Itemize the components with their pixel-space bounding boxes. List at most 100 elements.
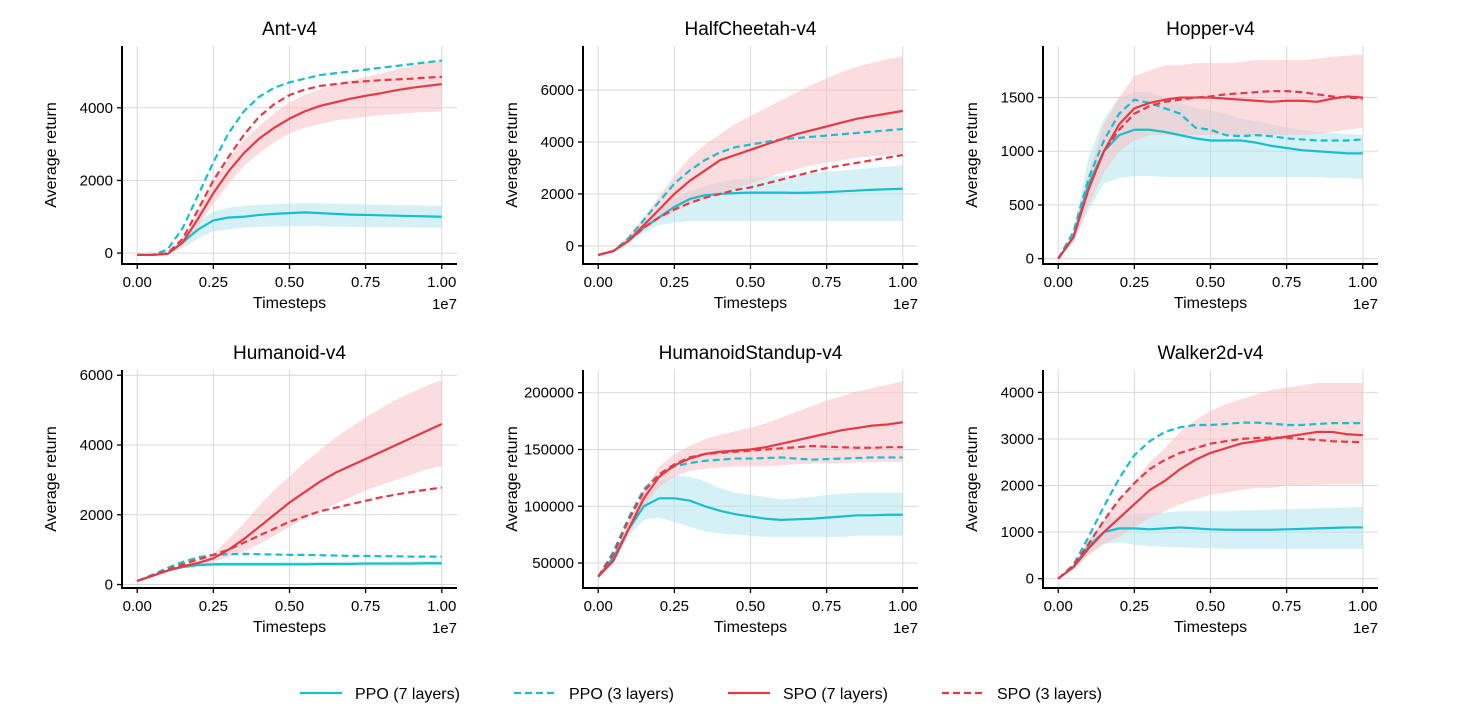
chart-panel: 0.00 0.25 0.50 0.75 1.00 0 2000 4000 6000 Humanoi… (43, 343, 457, 637)
y-tick-label: 2000 (1001, 478, 1034, 495)
y-tick-label: 6000 (541, 82, 574, 99)
x-tick-label: 0.50 (1196, 598, 1225, 615)
series-line-ppo-3-layers (1057, 421, 1363, 580)
y-tick-label: 500 (1009, 197, 1034, 214)
x-tick-label: 0.75 (1272, 598, 1301, 615)
series-line-ppo-3-layers (597, 127, 903, 256)
x-tick-label: 0.00 (123, 274, 152, 291)
y-tick-label: 100000 (524, 498, 574, 515)
chart-title: HalfCheetah-v4 (684, 19, 816, 40)
y-axis-label: Average return (43, 426, 60, 532)
x-axis-multiplier: 1e7 (432, 296, 457, 313)
band-ppo-7-layers (598, 165, 903, 255)
y-tick-label: 6000 (80, 367, 113, 384)
y-axis-label: Average return (504, 102, 521, 208)
band-ppo-7-layers (137, 560, 442, 582)
chart-title: Walker2d-v4 (1158, 343, 1264, 364)
x-axis-multiplier: 1e7 (432, 620, 457, 637)
chart-title: Humanoid-v4 (233, 343, 346, 364)
chart-panel: 0.00 0.25 0.50 0.75 1.00 0 500 1000 1500 Hopper-v… (964, 19, 1378, 313)
x-tick-label: 0.25 (199, 598, 228, 615)
legend-label: PPO (3 layers) (569, 686, 674, 703)
x-tick-label: 0.25 (1120, 274, 1149, 291)
band-spo-7-layers (1058, 54, 1363, 259)
y-axis-label: Average return (964, 426, 981, 532)
x-axis-label: Timesteps (714, 295, 787, 312)
y-tick-label: 4000 (1001, 384, 1034, 401)
x-tick-label: 0.25 (1120, 598, 1149, 615)
y-tick-label: 2000 (541, 186, 574, 203)
x-tick-label: 0.75 (351, 274, 380, 291)
x-axis-label: Timesteps (1174, 619, 1247, 636)
x-axis-multiplier: 1e7 (893, 296, 918, 313)
x-tick-label: 0.75 (1272, 274, 1301, 291)
y-tick-label: 0 (105, 577, 113, 594)
x-tick-label: 0.00 (584, 274, 613, 291)
y-tick-label: 4000 (80, 100, 113, 117)
legend-label: SPO (7 layers) (783, 686, 888, 703)
x-tick-label: 0.25 (660, 274, 689, 291)
x-tick-label: 0.50 (736, 274, 765, 291)
y-tick-label: 4000 (541, 134, 574, 151)
legend-label: PPO (7 layers) (355, 686, 460, 703)
y-tick-label: 2000 (80, 172, 113, 189)
series-lines (597, 109, 903, 256)
series-line-spo-3-layers (137, 75, 442, 257)
x-tick-label: 1.00 (888, 274, 917, 291)
band-spo-7-layers (137, 60, 442, 255)
x-tick-label: 1.00 (427, 274, 456, 291)
y-tick-label: 2000 (80, 507, 113, 524)
x-tick-label: 0.25 (199, 274, 228, 291)
x-axis-label: Timesteps (1174, 295, 1247, 312)
y-tick-label: 0 (1026, 571, 1034, 588)
y-axis-label: Average return (504, 426, 521, 532)
band-spo-7-layers (598, 381, 903, 578)
y-tick-label: 50000 (532, 555, 574, 572)
series-line-spo-3-layers (1057, 436, 1363, 580)
series-line-ppo-3-layers (1057, 98, 1363, 260)
x-axis-multiplier: 1e7 (1353, 296, 1378, 313)
x-tick-label: 0.75 (812, 598, 841, 615)
band-spo-7-layers (598, 56, 903, 255)
series-line-ppo-7-layers (136, 562, 442, 583)
x-tick-label: 0.00 (1044, 274, 1073, 291)
chart-title: HumanoidStandup-v4 (659, 343, 843, 364)
y-tick-label: 200000 (524, 385, 574, 402)
chart-title: Ant-v4 (262, 19, 317, 40)
x-tick-label: 0.75 (351, 598, 380, 615)
x-axis-label: Timesteps (714, 619, 787, 636)
y-tick-label: 3000 (1001, 431, 1034, 448)
series-line-spo-3-layers (597, 153, 903, 256)
legend: PPO (7 layers) PPO (3 layers) SPO (7 layer… (300, 686, 1102, 703)
chart-title: Hopper-v4 (1166, 19, 1255, 40)
x-tick-label: 0.50 (1196, 274, 1225, 291)
y-tick-label: 4000 (80, 437, 113, 454)
chart-panel: 0.00 0.25 0.50 0.75 1.00 0 2000 4000 6000 HalfChe… (504, 19, 918, 313)
legend-item: SPO (3 layers) (942, 686, 1102, 703)
y-tick-label: 0 (566, 238, 574, 255)
band-spo-7-layers (137, 380, 442, 582)
series-line-spo-3-layers (136, 486, 442, 583)
x-axis-multiplier: 1e7 (1353, 620, 1378, 637)
x-tick-label: 1.00 (427, 598, 456, 615)
x-tick-label: 1.00 (1348, 274, 1377, 291)
chart-panel: 0.00 0.25 0.50 0.75 1.00 50000 100000 150000 200… (504, 343, 918, 637)
chart-panel: 0.00 0.25 0.50 0.75 1.00 0 2000 4000 Ant-v4 Times… (43, 19, 457, 313)
legend-item: PPO (3 layers) (514, 686, 674, 703)
y-tick-label: 0 (105, 245, 113, 262)
x-axis-multiplier: 1e7 (893, 620, 918, 637)
y-tick-label: 1000 (1001, 524, 1034, 541)
series-line-spo-3-layers (1057, 89, 1363, 260)
band-spo-7-layers (1058, 383, 1363, 579)
series-line-ppo-7-layers (137, 211, 442, 257)
y-axis-label: Average return (43, 102, 60, 208)
series-line-spo-7-layers (136, 423, 443, 583)
band-ppo-7-layers (598, 475, 903, 578)
confidence-bands (1058, 54, 1363, 259)
series-lines (137, 59, 442, 257)
x-tick-label: 0.25 (660, 598, 689, 615)
confidence-bands (598, 381, 903, 578)
confidence-bands (598, 56, 903, 255)
y-tick-label: 150000 (524, 441, 574, 458)
